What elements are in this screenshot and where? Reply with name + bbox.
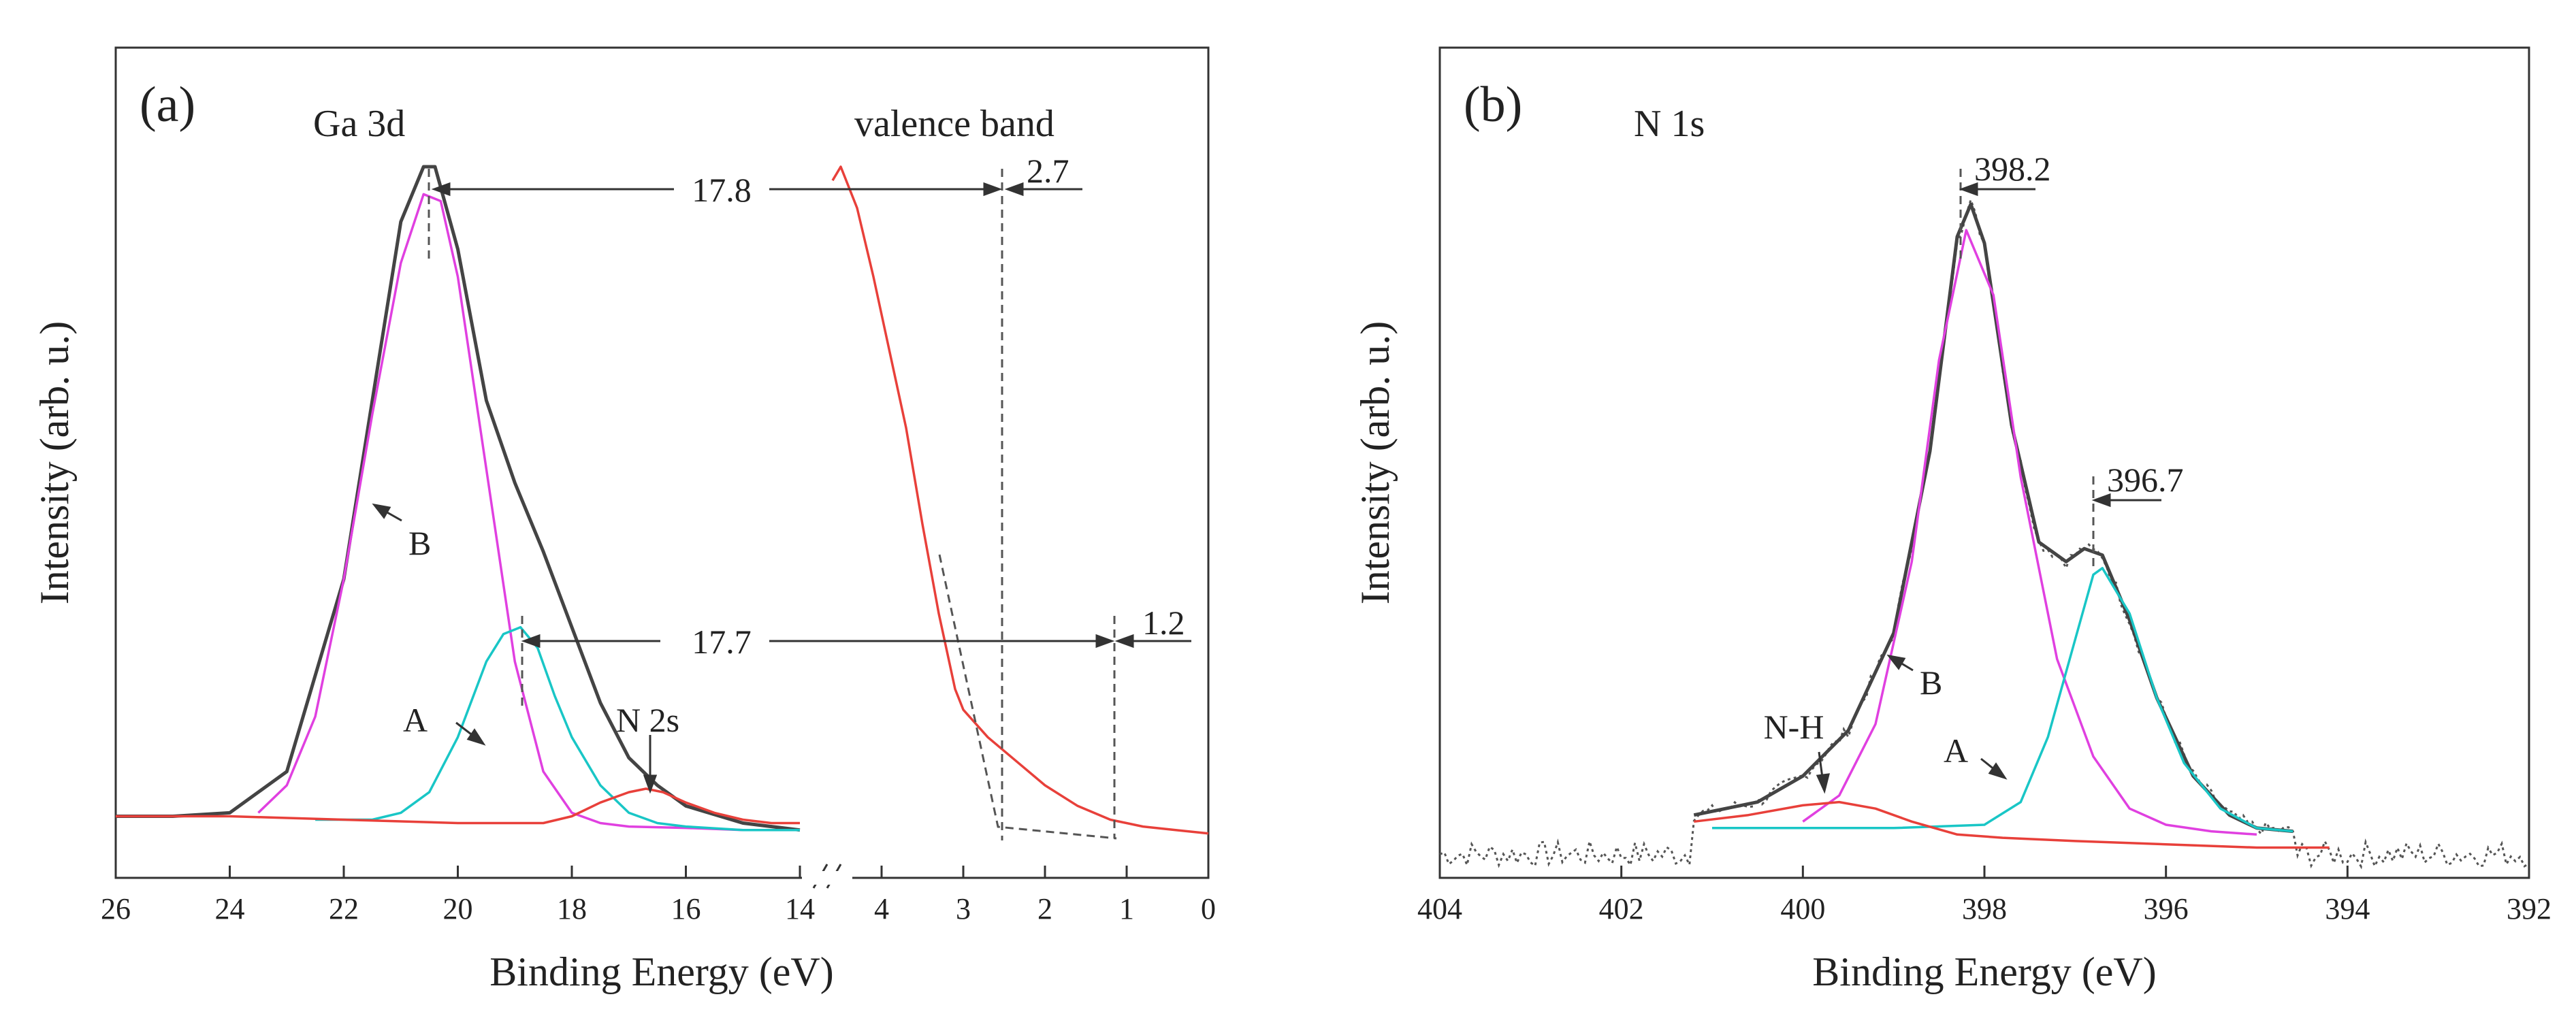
x-tick-label: 3	[956, 892, 971, 925]
x-tick-label: 20	[443, 892, 473, 925]
panel-a-valence-title: valence band	[854, 103, 1054, 145]
x-tick-label: 402	[1599, 892, 1644, 925]
vbm-upper-label: 2.7	[1027, 152, 1069, 190]
vbm-lower-label: 1.2	[1142, 604, 1185, 642]
series-valence-band	[831, 165, 1209, 835]
x-tick-label: 396	[2144, 892, 2189, 925]
panel-b-raw-data	[1439, 196, 2530, 870]
nh-label: N-H	[1764, 708, 1824, 746]
panel-b-x-ticks: 404 402 400 398 396 394 392	[1417, 866, 2551, 925]
panel-a: 26 24 22 20 18 16 14 4 3 2 1 0	[32, 46, 1216, 994]
peak-a-label-b: A	[1944, 732, 1968, 770]
series-n-2s	[116, 787, 800, 825]
panel-b-x-axis-title: Binding Energy (eV)	[1812, 949, 2156, 994]
panel-a-species: Ga 3d	[313, 103, 405, 145]
x-tick-label: 14	[785, 892, 815, 925]
panel-b: 404 402 400 398 396 394 392 (b) N 1s 398.2 396…	[1353, 46, 2551, 994]
vb-extrapolation	[938, 554, 1117, 840]
series-envelope	[1693, 202, 2293, 834]
n2s-label: N 2s	[616, 701, 679, 739]
peak-a-label: A	[403, 701, 428, 739]
panel-b-y-axis-title: Intensity (arb. u.)	[1353, 321, 1398, 605]
raw-data-dotted	[1439, 196, 2530, 870]
peak-b-label-b: B	[1920, 663, 1942, 702]
x-tick-label: 394	[2325, 892, 2370, 925]
panel-b-label: (b)	[1464, 77, 1522, 133]
x-tick-label: 404	[1417, 892, 1462, 925]
panel-a-frame	[114, 46, 1210, 879]
x-tick-label: 24	[215, 892, 245, 925]
series-peak-b	[257, 193, 743, 832]
panel-a-y-axis-title: Intensity (arb. u.)	[32, 321, 77, 605]
x-tick-label: 1	[1119, 892, 1134, 925]
x-tick-label: 398	[1962, 892, 2007, 925]
x-tick-label: 400	[1780, 892, 1825, 925]
separation-lower-label: 17.7	[692, 623, 752, 661]
x-tick-label: 0	[1201, 892, 1216, 925]
panel-b-curves	[1693, 202, 2330, 849]
panel-a-x-ticks: 26 24 22 20 18 16 14 4 3 2 1 0	[101, 866, 1216, 925]
panel-a-label: (a)	[140, 77, 195, 133]
panel-a-x-axis-title: Binding Energy (eV)	[489, 949, 833, 994]
x-tick-label: 392	[2507, 892, 2551, 925]
peak-396-label: 396.7	[2107, 461, 2184, 499]
x-tick-label: 18	[557, 892, 587, 925]
series-ga-3d-envelope	[116, 165, 801, 832]
panel-b-arrows	[1816, 182, 2161, 794]
separation-upper-label: 17.8	[692, 171, 752, 209]
series-n-h	[1694, 800, 2330, 849]
panel-b-species: N 1s	[1634, 103, 1705, 145]
peak-398-label: 398.2	[1974, 150, 2051, 188]
panel-a-guides	[428, 169, 1117, 840]
series-peak-a	[1712, 567, 2293, 833]
x-tick-label: 22	[329, 892, 359, 925]
axis-break-gap	[802, 871, 852, 885]
x-tick-label: 16	[671, 892, 701, 925]
x-tick-label: 2	[1037, 892, 1052, 925]
panel-b-guides	[1959, 169, 2095, 568]
series-peak-a	[315, 625, 800, 832]
x-tick-label: 26	[101, 892, 131, 925]
panel-a-arrows	[372, 182, 1191, 794]
x-tick-label: 4	[874, 892, 889, 925]
series-peak-b	[1802, 229, 2257, 836]
peak-b-label: B	[408, 524, 431, 562]
panel-a-curves	[116, 165, 1209, 835]
